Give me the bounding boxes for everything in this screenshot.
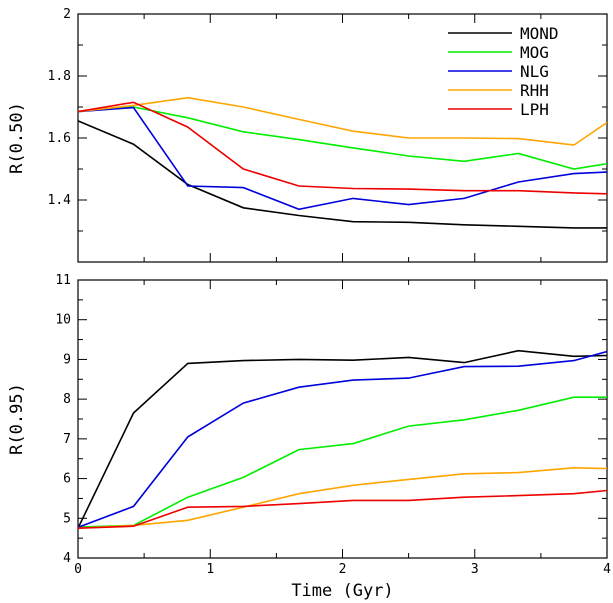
top-series-line-rhh (78, 96, 607, 146)
legend-label-rhh: RHH (520, 81, 549, 100)
top-y-tick-label: 1.8 (48, 69, 71, 84)
bottom-y-tick-label: 11 (55, 273, 71, 288)
bottom-x-tick-label: 0 (74, 562, 82, 577)
bottom-x-tick-label: 3 (471, 562, 479, 577)
bottom-y-tick-label: 7 (63, 432, 71, 447)
top-y-tick-label: 1.4 (48, 193, 72, 208)
top-y-tick-label: 1.6 (48, 131, 71, 146)
bottom-x-tick-label: 4 (603, 562, 611, 577)
bottom-y-tick-label: 8 (63, 392, 71, 407)
bottom-series-line-nlg (78, 350, 607, 529)
bottom-x-axis-title: Time (Gyr) (291, 581, 393, 601)
bottom-y-tick-label: 5 (63, 511, 71, 526)
bottom-panel: 4 5 6 7 8 9 10 11 0 1 2 3 4 R(0.95) Time (Gyr) (7, 273, 611, 601)
top-y-axis-title: R(0.50) (7, 102, 27, 174)
bottom-x-tick-label: 1 (206, 562, 214, 577)
bottom-y-axis-title: R(0.95) (7, 383, 27, 455)
bottom-plot-frame (77, 279, 608, 559)
top-series-line-mond (78, 120, 607, 229)
bottom-y-tick-label: 4 (63, 551, 71, 566)
bottom-y-tick-label: 10 (55, 313, 71, 328)
top-series-line-nlg (78, 106, 607, 211)
legend-label-nlg: NLG (520, 62, 549, 81)
legend-label-lph: LPH (520, 100, 549, 119)
bottom-series-line-mond (78, 349, 607, 529)
legend-label-mog: MOG (520, 43, 549, 62)
bottom-series-line-mog (78, 396, 607, 528)
bottom-series-line-lph (78, 489, 607, 529)
bottom-y-tick-label: 9 (63, 352, 71, 367)
legend-label-mond: MOND (520, 24, 559, 43)
bottom-series-line-rhh (78, 466, 607, 529)
top-series-line-lph (78, 101, 607, 195)
bottom-x-tick-label: 2 (339, 562, 347, 577)
bottom-y-tick-label: 6 (63, 472, 71, 487)
top-series-line-mog (78, 106, 607, 170)
top-y-tick-label: 2 (63, 7, 71, 22)
